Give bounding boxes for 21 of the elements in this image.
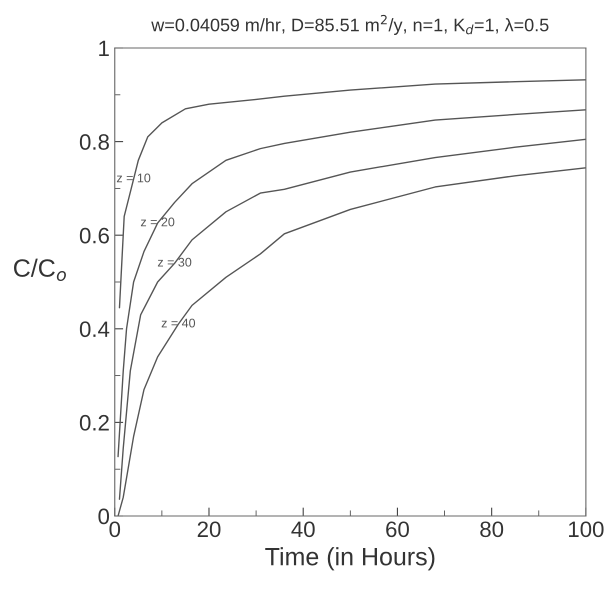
y-tick-label: 0.4 [80,321,110,338]
x-tick-label: 60 [386,521,409,538]
y-tick-label: 0.2 [80,414,109,431]
x-tick-label: 20 [198,521,220,538]
annotation: z = 20 [140,218,174,226]
y-tick-label: 0 [98,508,110,524]
line-series [118,79,586,308]
annotation: z = 40 [162,318,196,328]
y-tick-label: 0.6 [80,228,109,244]
line-series [117,109,586,458]
x-tick-label: 0 [109,521,120,538]
annotation: z = 30 [158,258,192,267]
y-tick-label: 0.8 [80,134,109,150]
annotation: z = 10 [116,174,150,182]
x-axis-title: Time (in Hours) [265,547,434,570]
chart-title: w=0.04059 m/hr, D=85.51 m$^{2}$/y, n=1, K$_{d}$=1, λ=0.5 [151,14,548,35]
y-tick-label: 1 [99,40,109,56]
x-tick-label: 100 [569,521,604,538]
y-axis-title: C/C$_{o}$ [14,258,66,282]
x-tick-label: 80 [480,521,504,538]
x-tick-label: 40 [291,521,315,538]
